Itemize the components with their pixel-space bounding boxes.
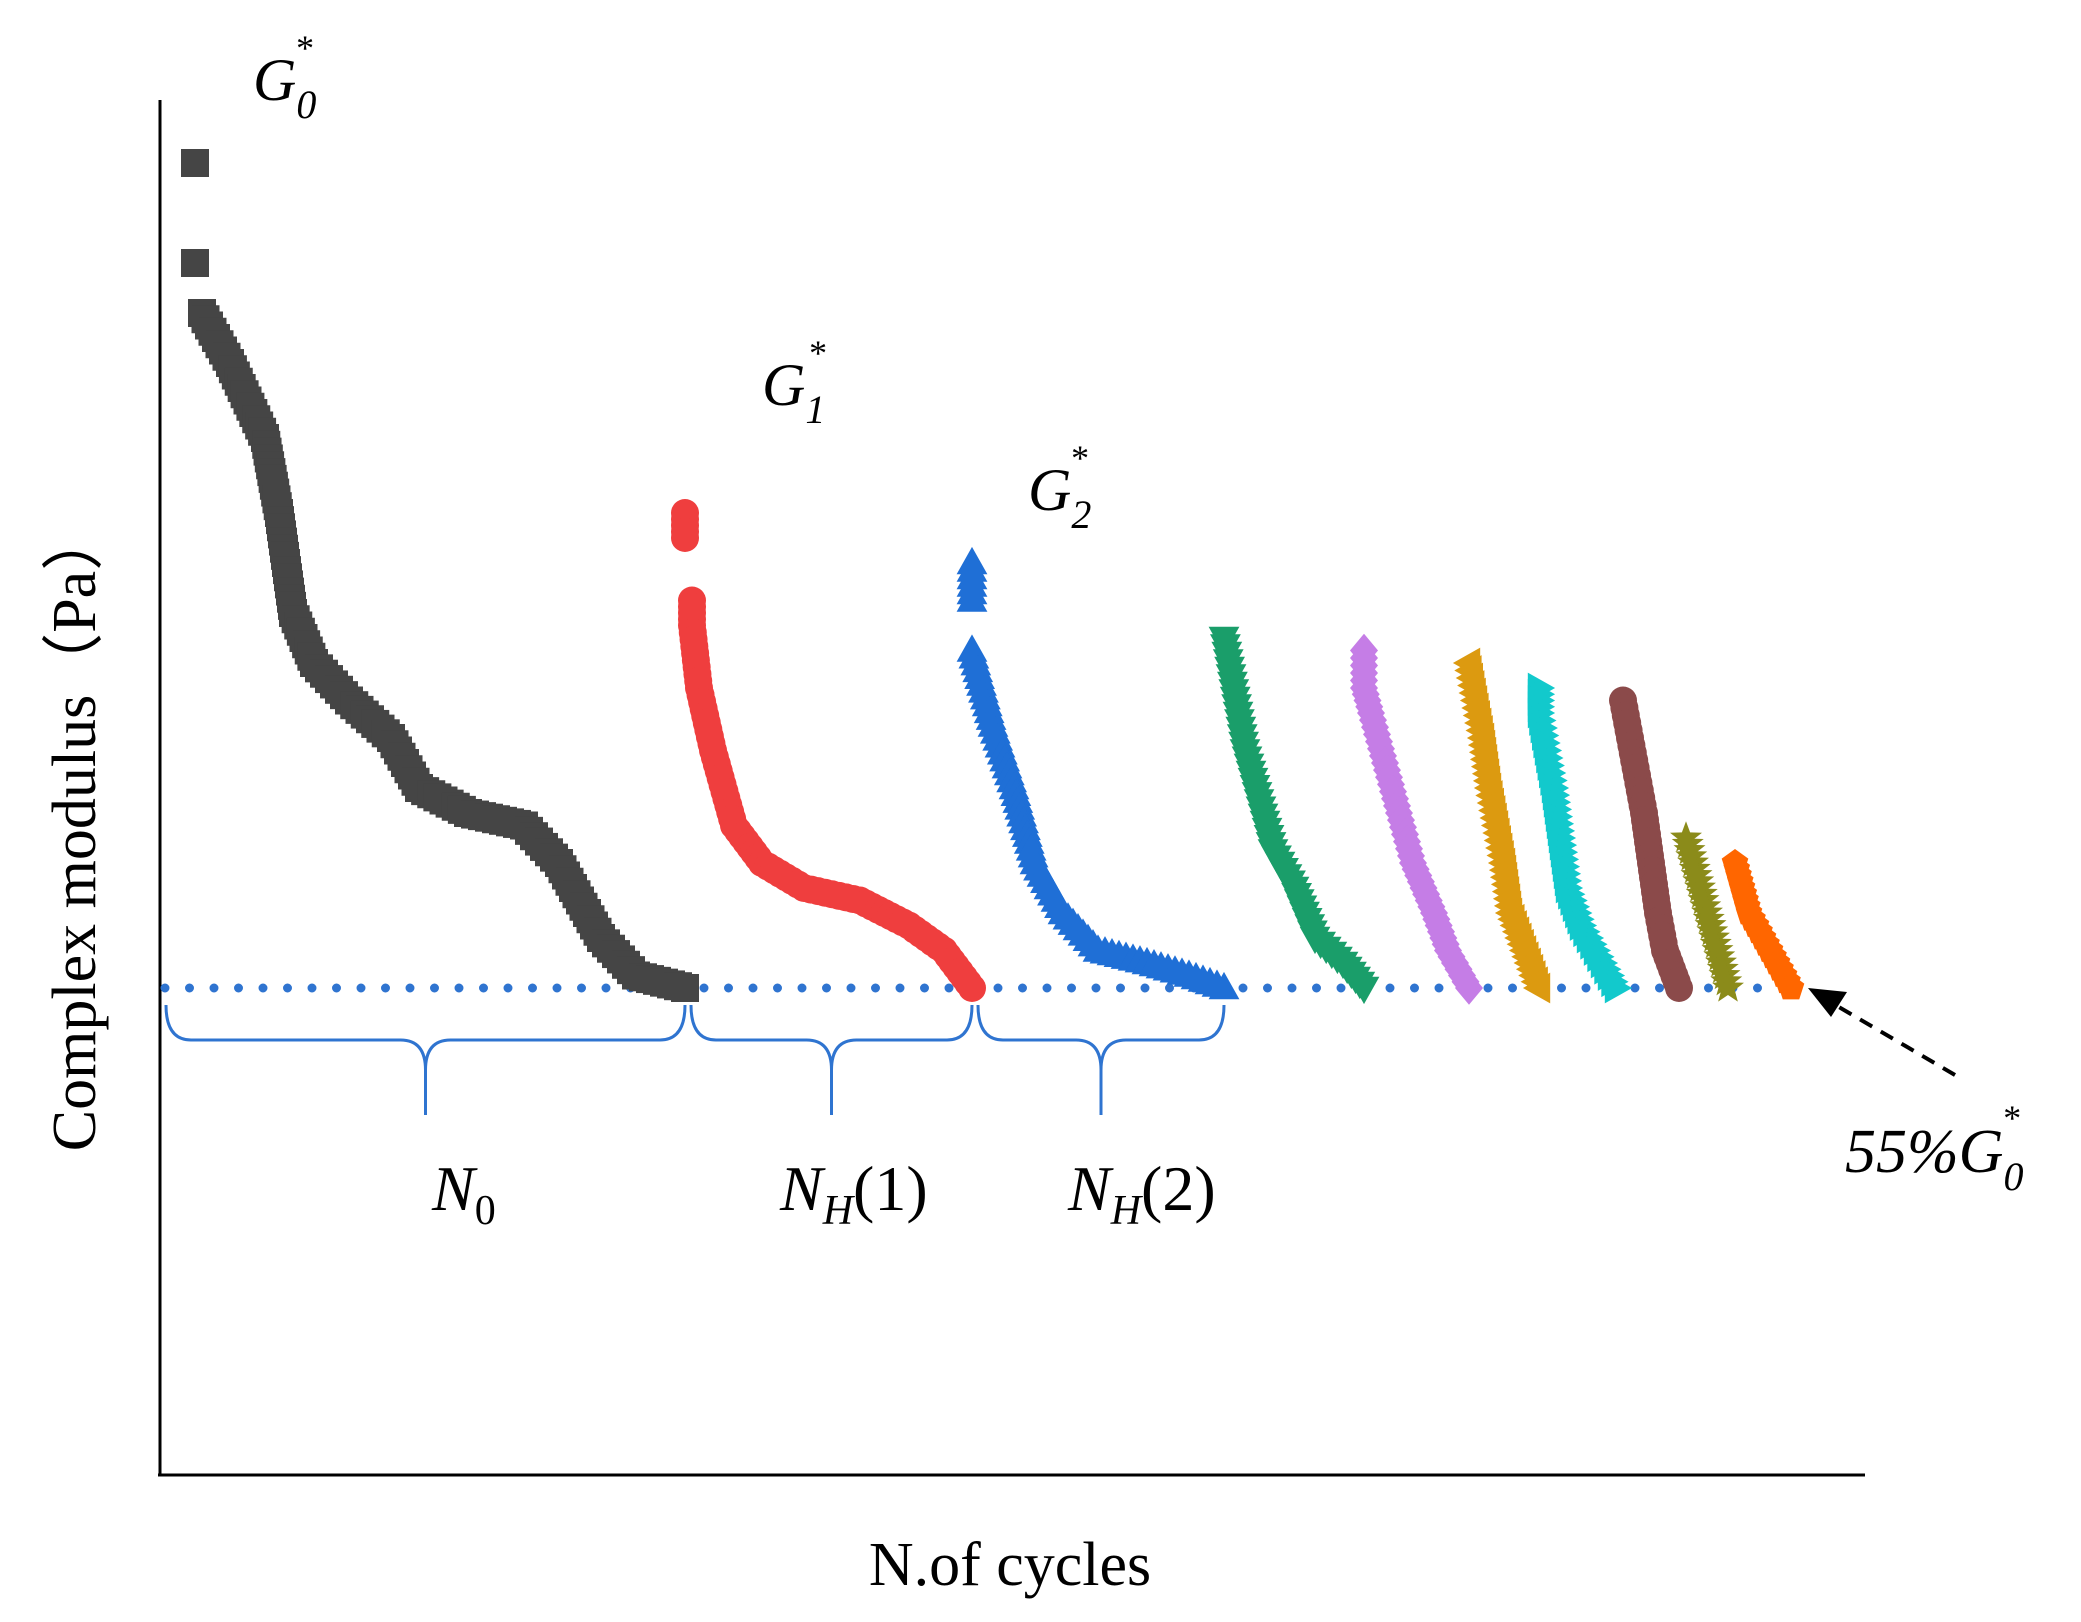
label-g2: G2* <box>1028 438 1091 537</box>
series-10-point <box>1777 974 1805 1000</box>
series-7-point <box>1604 972 1633 1004</box>
series-1-point <box>671 974 699 1002</box>
arrow-head <box>1808 988 1847 1017</box>
series-2-point <box>671 524 699 552</box>
series-1-point <box>181 149 209 177</box>
label-g0: G0* <box>253 28 316 127</box>
label-nh2: NH(2) <box>1067 1153 1216 1234</box>
threshold-annotation: 55%G0* <box>1808 988 2023 1199</box>
label-threshold: 55%G0* <box>1845 1098 2023 1199</box>
y-axis-label: Complex modulus（Pa） <box>41 509 109 1151</box>
markers <box>181 149 1805 1005</box>
series-6-point <box>1522 972 1551 1004</box>
brace-2 <box>689 1004 974 1115</box>
label-n0: N0 <box>431 1153 496 1234</box>
series-8-point <box>1665 974 1693 1002</box>
series-5-point <box>1455 971 1483 1005</box>
series-2-point <box>958 974 986 1002</box>
series-1-point <box>181 249 209 277</box>
braces <box>164 1004 1226 1115</box>
series-3-point <box>1208 971 1240 1000</box>
series-3-point <box>956 584 988 612</box>
threshold-arrow <box>1830 1001 1957 1077</box>
series-4-point <box>1348 976 1380 1005</box>
x-axis-label: N.of cycles <box>869 1531 1151 1599</box>
series-9-point <box>1712 971 1744 1002</box>
label-nh1: NH(1) <box>779 1153 928 1234</box>
brace-3 <box>976 1004 1226 1115</box>
brace-1 <box>164 1004 687 1115</box>
label-g1: G1* <box>762 333 825 432</box>
